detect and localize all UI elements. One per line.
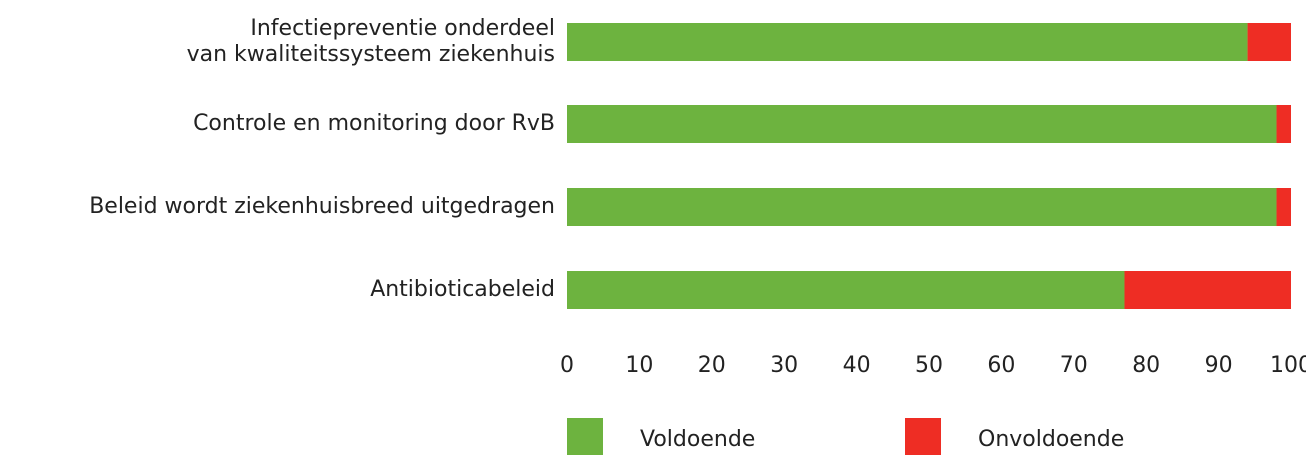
bar-segment bbox=[567, 271, 1125, 309]
legend-swatch bbox=[567, 418, 603, 455]
x-tick-label: 100 bbox=[1270, 353, 1306, 378]
category-label: Antibioticabeleid bbox=[370, 277, 555, 302]
category-label: Infectiepreventie onderdeel van kwaliteit… bbox=[187, 16, 555, 67]
x-tick-label: 30 bbox=[770, 353, 798, 378]
legend-label: Onvoldoende bbox=[978, 427, 1124, 452]
category-label: Controle en monitoring door RvB bbox=[193, 111, 555, 136]
legend-swatch bbox=[905, 418, 941, 455]
x-tick-label: 60 bbox=[987, 353, 1015, 378]
bar-segment bbox=[1124, 271, 1291, 309]
bar-segment bbox=[1276, 105, 1291, 143]
bar-segment bbox=[1247, 23, 1291, 61]
category-label: Beleid wordt ziekenhuisbreed uitgedragen bbox=[89, 194, 555, 219]
x-tick-label: 80 bbox=[1132, 353, 1160, 378]
bar-segment bbox=[567, 23, 1248, 61]
x-tick-label: 10 bbox=[625, 353, 653, 378]
x-tick-label: 0 bbox=[560, 353, 574, 378]
x-tick-label: 50 bbox=[915, 353, 943, 378]
bar-segment bbox=[1276, 188, 1291, 226]
x-tick-label: 70 bbox=[1060, 353, 1088, 378]
x-tick-label: 40 bbox=[843, 353, 871, 378]
x-tick-label: 20 bbox=[698, 353, 726, 378]
x-tick-label: 90 bbox=[1205, 353, 1233, 378]
bar-segment bbox=[567, 105, 1277, 143]
bar-segment bbox=[567, 188, 1277, 226]
legend-label: Voldoende bbox=[640, 427, 755, 452]
